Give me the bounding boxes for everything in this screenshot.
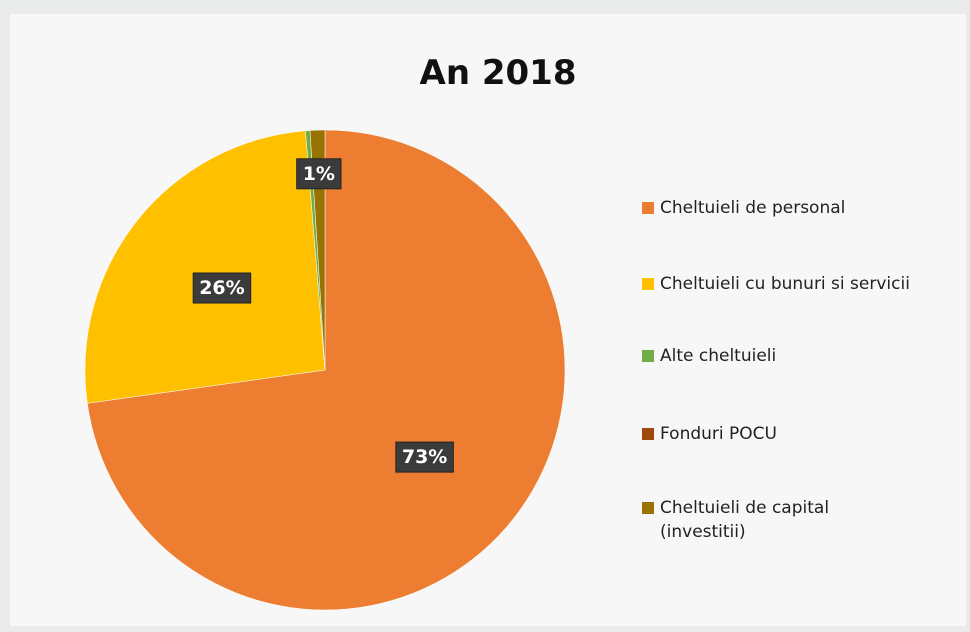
legend-swatch xyxy=(642,202,654,214)
data-label: 26% xyxy=(192,272,252,304)
data-label-text: 26% xyxy=(199,277,244,299)
legend-item: Fonduri POCU xyxy=(642,422,777,446)
data-label-box xyxy=(395,441,454,473)
legend-label: Cheltuieli de capital (investitii) xyxy=(660,498,830,542)
data-label-text: 73% xyxy=(402,446,447,468)
legend-item: Cheltuieli de capital (investitii) xyxy=(642,496,890,544)
legend-swatch xyxy=(642,278,654,290)
data-label: 1% xyxy=(296,158,342,190)
legend-swatch xyxy=(642,350,654,362)
data-label: 73% xyxy=(395,441,454,473)
chart-title: An 2018 xyxy=(420,53,577,93)
legend-item: Cheltuieli cu bunuri si servicii xyxy=(642,272,910,296)
legend-label: Alte cheltuieli xyxy=(660,346,777,366)
pie-slice xyxy=(87,129,566,611)
data-label-text: 1% xyxy=(303,163,335,185)
legend-swatch xyxy=(642,428,654,440)
legend-item: Alte cheltuieli xyxy=(642,344,776,368)
legend-label: Cheltuieli de personal xyxy=(660,198,846,218)
pie-slice xyxy=(84,130,326,404)
legend-label: Cheltuieli cu bunuri si servicii xyxy=(660,274,910,294)
pie-slice xyxy=(309,129,326,371)
legend-swatch xyxy=(642,502,654,514)
data-label-box xyxy=(296,158,342,190)
legend-item: Cheltuieli de personal xyxy=(642,196,845,220)
data-label-box xyxy=(192,272,252,304)
legend-label: Fonduri POCU xyxy=(660,424,777,444)
